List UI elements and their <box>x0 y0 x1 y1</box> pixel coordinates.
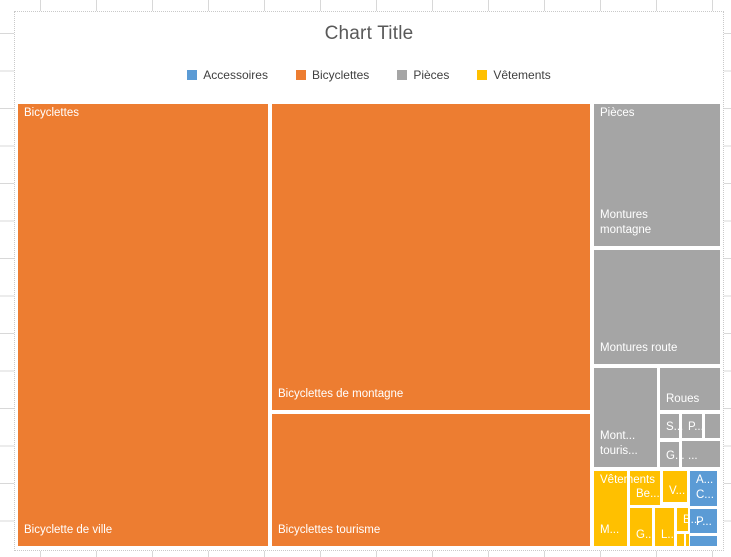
treemap-block-vtements-blank[interactable] <box>677 534 684 546</box>
treemap-item-label: P... <box>688 421 704 434</box>
treemap-item-label: S... <box>666 421 684 434</box>
treemap-block-pices-mont-touris[interactable]: Mont... touris... <box>594 368 657 467</box>
treemap-item-label: B... <box>683 514 701 527</box>
treemap-block-vtements-l[interactable]: L... <box>655 508 677 546</box>
treemap-block-bicyclettes-bicyclettes-de-montagne[interactable]: Bicyclettes de montagne <box>272 104 590 410</box>
treemap-block-pices-roues[interactable]: Roues <box>660 368 720 410</box>
treemap-item-label: Roues <box>666 393 700 406</box>
treemap-item-label: ... <box>688 450 698 463</box>
treemap-chart-area[interactable]: Chart Title Accessoires Bicyclettes Pièc… <box>14 11 724 551</box>
treemap-block-vtements-g[interactable]: G... <box>630 508 655 546</box>
treemap-block-pices-g[interactable]: G... <box>660 442 685 467</box>
treemap-item-label: V... <box>669 485 686 498</box>
treemap-block-pices-blank[interactable]: ... <box>682 441 720 467</box>
treemap-item-label: G... <box>636 529 655 542</box>
treemap-item-label: Mont... touris... <box>600 430 638 458</box>
treemap-block-bicyclettes-bicyclettes-tourisme[interactable]: Bicyclettes tourisme <box>272 414 590 546</box>
legend-swatch-accessoires <box>187 70 198 80</box>
legend-swatch-vetements <box>477 70 488 80</box>
chart-title[interactable]: Chart Title <box>324 23 414 44</box>
legend-entry-vetements[interactable]: Vêtements <box>477 68 551 82</box>
treemap-item-label: Montures route <box>600 342 678 355</box>
legend-entry-accessoires[interactable]: Accessoires <box>187 68 268 82</box>
treemap-item-label: L... <box>661 529 677 542</box>
treemap-item-label: Montures montagne <box>600 209 652 237</box>
treemap-block-accessoires-blank[interactable] <box>690 536 717 546</box>
treemap-block-pices-montures-route[interactable]: Montures route <box>594 250 720 364</box>
treemap-category-label: Bicyclettes <box>24 107 79 119</box>
treemap-item-label: M... <box>600 524 620 537</box>
treemap-category-label: Pièces <box>600 107 635 119</box>
treemap-block-pices-blank[interactable] <box>705 414 720 438</box>
treemap-block-pices-montures-montagne[interactable]: Pièces Montures montagne <box>594 104 720 246</box>
treemap-item-label: Bicyclettes tourisme <box>278 524 381 537</box>
treemap-category-label: Vêtements <box>600 474 655 486</box>
legend-label: Pièces <box>413 68 450 82</box>
treemap-item-label: G... <box>666 450 685 463</box>
treemap-block-bicyclettes-bicyclette-de-ville[interactable]: Bicyclettes Bicyclette de ville <box>18 104 268 546</box>
legend-swatch-pieces <box>397 70 408 80</box>
treemap-category-label: A... <box>696 474 714 486</box>
legend-entry-bicyclettes[interactable]: Bicyclettes <box>295 68 370 82</box>
treemap-block-vtements-be[interactable]: Be... <box>630 471 660 505</box>
treemap-item-label: C... <box>696 489 714 502</box>
treemap-block-vtements-m[interactable]: Vêtements M... <box>594 471 655 546</box>
treemap-block-vtements-b[interactable]: B... <box>677 508 700 531</box>
treemap-block-accessoires-c[interactable]: A... C... <box>690 471 717 506</box>
legend-label: Bicyclettes <box>311 68 370 82</box>
treemap-item-label: Bicyclettes de montagne <box>278 388 404 401</box>
legend-entry-pieces[interactable]: Pièces <box>397 68 449 82</box>
treemap-block-accessoires-p[interactable]: P... <box>690 509 717 533</box>
treemap-block-pices-p[interactable]: P... <box>682 414 704 438</box>
treemap-block-pices-s[interactable]: S... <box>660 414 683 438</box>
legend-label: Vêtements <box>493 68 551 82</box>
treemap-item-label: Bicyclette de ville <box>24 524 113 537</box>
treemap-item-label: P... <box>696 516 712 529</box>
treemap-item-label: Be... <box>636 488 660 501</box>
legend-label: Accessoires <box>203 68 268 82</box>
legend-swatch-bicyclettes <box>295 70 306 80</box>
chart-legend: Accessoires Bicyclettes Pièces Vêtements <box>15 68 723 82</box>
treemap-block-vtements-blank[interactable] <box>686 534 689 546</box>
treemap-block-vtements-v[interactable]: V... <box>663 471 687 502</box>
